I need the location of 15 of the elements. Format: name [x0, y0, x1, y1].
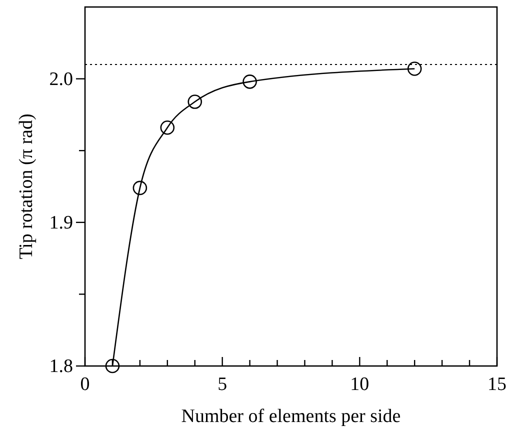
y-tick-label: 1.8 — [49, 356, 73, 377]
x-tick-label: 5 — [218, 374, 228, 395]
point — [407, 62, 422, 76]
point — [242, 74, 257, 89]
x-tick-label: 10 — [350, 374, 370, 395]
point — [160, 120, 175, 135]
y-axis-title: Tip rotation (π rad) — [16, 114, 37, 260]
y-tick-label: 1.9 — [49, 212, 73, 234]
x-axis-title: Number of elements per side — [181, 406, 401, 427]
point — [132, 180, 148, 196]
y-tick-label: 2.0 — [49, 68, 73, 90]
point — [105, 358, 120, 374]
point — [188, 94, 202, 109]
x-tick-label: 0 — [80, 374, 90, 395]
x-tick-label: 15 — [488, 374, 506, 395]
